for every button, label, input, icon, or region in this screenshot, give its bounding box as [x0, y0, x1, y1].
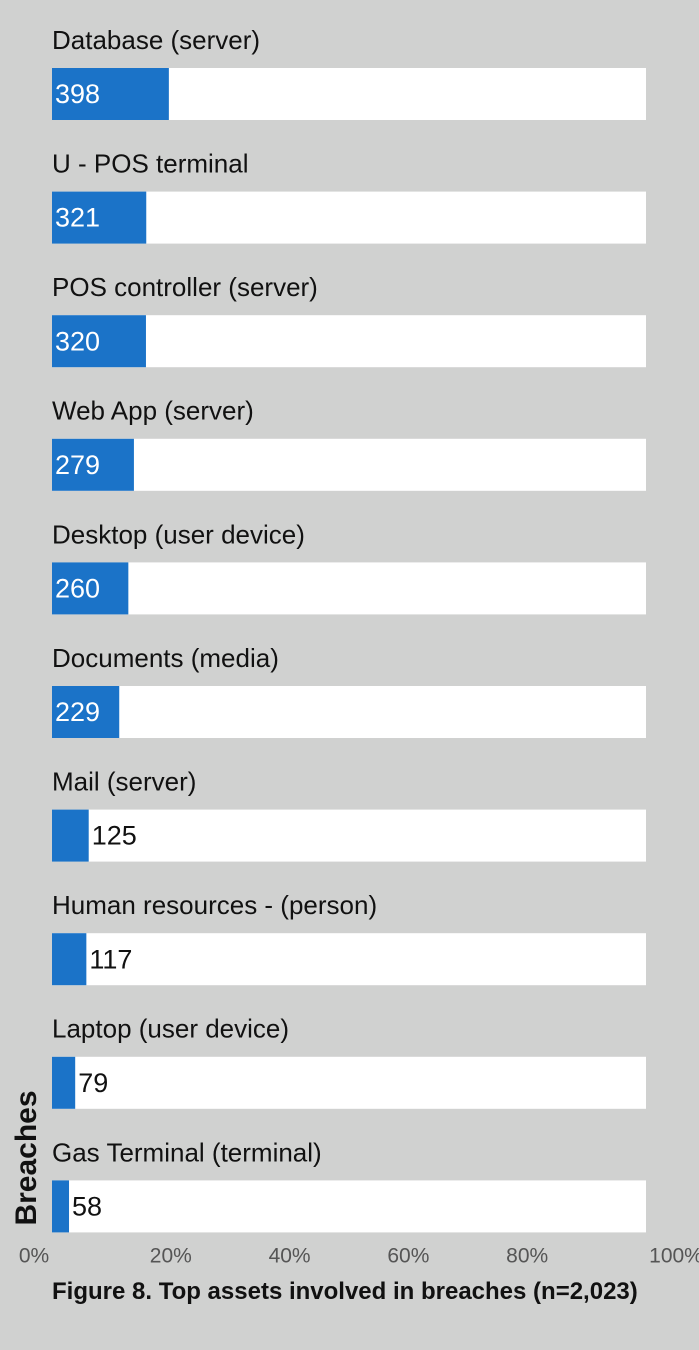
category-label: Database (server): [52, 25, 260, 55]
category-label: Web App (server): [52, 396, 254, 426]
category-label: POS controller (server): [52, 272, 318, 302]
bar-track: [52, 1056, 646, 1109]
bar-track: [52, 562, 646, 615]
bar-track: [52, 809, 646, 862]
value-label: 260: [55, 574, 100, 604]
bar: [52, 562, 129, 615]
category-label: Laptop (user device): [52, 1014, 289, 1044]
value-label: 398: [55, 79, 100, 109]
bar: [52, 1056, 76, 1109]
category-label: Desktop (user device): [52, 519, 305, 549]
bar: [52, 686, 120, 738]
x-tick-label: 0%: [19, 1245, 49, 1268]
y-axis-label: Breaches: [10, 1090, 43, 1225]
category-label: Human resources - (person): [52, 890, 377, 920]
value-label: 117: [89, 944, 132, 974]
bar-track: [52, 933, 646, 986]
bar: [52, 191, 147, 244]
category-label: Mail (server): [52, 766, 196, 796]
bar-track: [52, 315, 646, 368]
x-tick-label: 60%: [387, 1245, 429, 1268]
x-tick-label: 40%: [269, 1245, 311, 1268]
value-label: 320: [55, 326, 100, 356]
x-tick-label: 100%: [649, 1245, 699, 1268]
bar: [52, 315, 146, 368]
bar-track: [52, 686, 646, 738]
bar: [52, 438, 134, 491]
category-label: Documents (media): [52, 643, 279, 673]
bar: [52, 933, 87, 986]
chart-title: Figure 8. Top assets involved in breache…: [52, 1278, 638, 1305]
value-label: 125: [92, 821, 137, 851]
category-label: Gas Terminal (terminal): [52, 1137, 322, 1167]
value-label: 321: [55, 203, 100, 233]
bar-track: [52, 191, 646, 244]
category-label: U - POS terminal: [52, 148, 249, 178]
value-label: 79: [78, 1068, 108, 1098]
x-tick-label: 80%: [506, 1245, 548, 1268]
bar: [52, 1180, 70, 1233]
value-label: 229: [55, 697, 100, 727]
bar: [52, 809, 89, 862]
value-label: 58: [72, 1192, 102, 1222]
value-label: 279: [55, 450, 100, 480]
bar: [52, 68, 169, 120]
x-tick-label: 20%: [150, 1245, 192, 1268]
bar-track: [52, 1180, 646, 1233]
bar-track: [52, 438, 646, 491]
